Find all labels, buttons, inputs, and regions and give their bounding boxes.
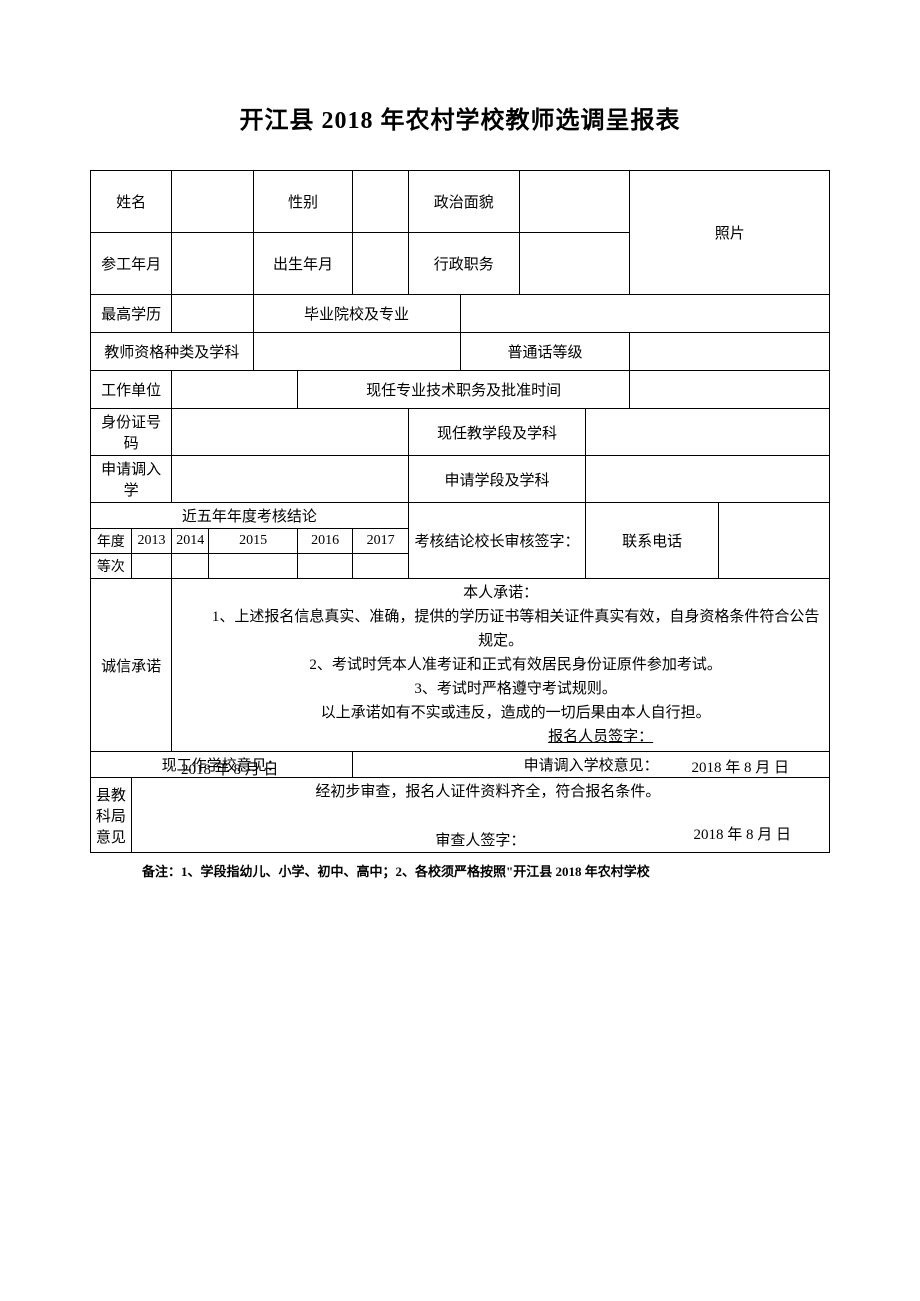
row-pledge: 诚信承诺 本人承诺： 1、上述报名信息真实、准确，提供的学历证书等相关证件真实有… [91,579,830,752]
value-currentteach [586,409,830,456]
label-county: 县教科局意见 [91,778,132,853]
label-year: 年度 [91,529,132,554]
label-gender: 性别 [253,171,353,233]
value-gender [353,171,408,233]
row-cert: 教师资格种类及学科 普通话等级 [91,333,830,371]
label-grade: 等次 [91,554,132,579]
value-gradschool [460,295,830,333]
label-applyteach: 申请学段及学科 [408,456,585,503]
row-workunit: 工作单位 现任专业技术职务及批准时间 [91,371,830,409]
value-birth [353,233,408,295]
value-phone [719,503,830,579]
grade-2013 [131,554,172,579]
value-name [172,171,253,233]
value-workunit [172,371,298,409]
label-birth: 出生年月 [253,233,353,295]
label-applyschool: 申请调入学 [91,456,172,503]
value-applyteach [586,456,830,503]
value-highestedu [172,295,253,333]
pledge-sign: 报名人员签字： [176,725,825,749]
row-name: 姓名 性别 政治面貌 照片 [91,171,830,233]
label-workstart: 参工年月 [91,233,172,295]
label-political: 政治面貌 [408,171,519,233]
row-apply: 申请调入学 申请学段及学科 [91,456,830,503]
year-2015: 2015 [209,529,298,554]
value-currenttech [630,371,830,409]
label-currentteach: 现任教学段及学科 [408,409,585,456]
report-form-table: 姓名 性别 政治面貌 照片 参工年月 出生年月 行政职务 最高学历 毕业院校及专… [90,170,830,853]
row-id: 身份证号码 现任教学段及学科 [91,409,830,456]
pledge-head: 本人承诺： [176,581,825,605]
label-photo: 照片 [630,171,830,295]
pledge-content: 本人承诺： 1、上述报名信息真实、准确，提供的学历证书等相关证件真实有效，自身资… [172,579,830,752]
pledge-p2: 2、考试时凭本人准考证和正式有效居民身份证原件参加考试。 [176,653,825,677]
label-gradschool: 毕业院校及专业 [253,295,460,333]
row-opinions: 现工作学校意见： 校长签名： （单位盖章） 2018 年 8 月 日 申请调入学… [91,752,830,778]
label-assess-title: 近五年年度考核结论 [91,503,409,529]
year-2013: 2013 [131,529,172,554]
row-county: 县教科局意见 经初步审查，报名人证件资料齐全，符合报名条件。 审查人签字： 20… [91,778,830,853]
row-assess-header: 近五年年度考核结论 考核结论校长审核签字： 联系电话 [91,503,830,529]
label-currenttech: 现任专业技术职务及批准时间 [297,371,630,409]
grade-2016 [297,554,352,579]
grade-2015 [209,554,298,579]
value-workstart [172,233,253,295]
label-phone: 联系电话 [586,503,719,579]
value-mandarin [630,333,830,371]
value-adminpost [519,233,630,295]
value-political [519,171,630,233]
year-2017: 2017 [353,529,408,554]
label-mandarin: 普通话等级 [460,333,630,371]
year-2016: 2016 [297,529,352,554]
label-pledge: 诚信承诺 [91,579,172,752]
label-assess-sign: 考核结论校长审核签字： [408,503,585,579]
label-teachcert: 教师资格种类及学科 [91,333,254,371]
pledge-p4: 以上承诺如有不实或违反，造成的一切后果由本人自行担。 [176,701,825,725]
grade-2017 [353,554,408,579]
county-date: 2018 年 8 月 日 [693,823,791,844]
county-content: 经初步审查，报名人证件资料齐全，符合报名条件。 审查人签字： 2018 年 8 … [131,778,829,853]
apply-date: 2018 年 8 月 日 [691,756,789,777]
year-2014: 2014 [172,529,209,554]
value-applyschool [172,456,409,503]
current-date: 2018 年 8 月 日 [181,758,279,778]
pledge-p1: 1、上述报名信息真实、准确，提供的学历证书等相关证件真实有效，自身资格条件符合公… [176,605,825,653]
current-school-opinion: 现工作学校意见： 校长签名： （单位盖章） 2018 年 8 月 日 [91,752,353,778]
county-line1: 经初步审查，报名人证件资料齐全，符合报名条件。 [136,780,825,801]
page-title: 开江县 2018 年农村学校教师选调呈报表 [90,100,830,135]
footnote: 备注：1、学段指幼儿、小学、初中、高中；2、各校须严格按照"开江县 2018 年… [90,861,830,880]
row-edu: 最高学历 毕业院校及专业 [91,295,830,333]
value-teachcert [253,333,460,371]
pledge-p3: 3、考试时严格遵守考试规则。 [176,677,825,701]
label-highestedu: 最高学历 [91,295,172,333]
grade-2014 [172,554,209,579]
label-name: 姓名 [91,171,172,233]
value-idnumber [172,409,409,456]
apply-school-opinion: 申请调入学校意见： 校长签名： （单位盖章） 2018 年 8 月 日 [353,752,830,778]
label-workunit: 工作单位 [91,371,172,409]
label-idnumber: 身份证号码 [91,409,172,456]
label-adminpost: 行政职务 [408,233,519,295]
